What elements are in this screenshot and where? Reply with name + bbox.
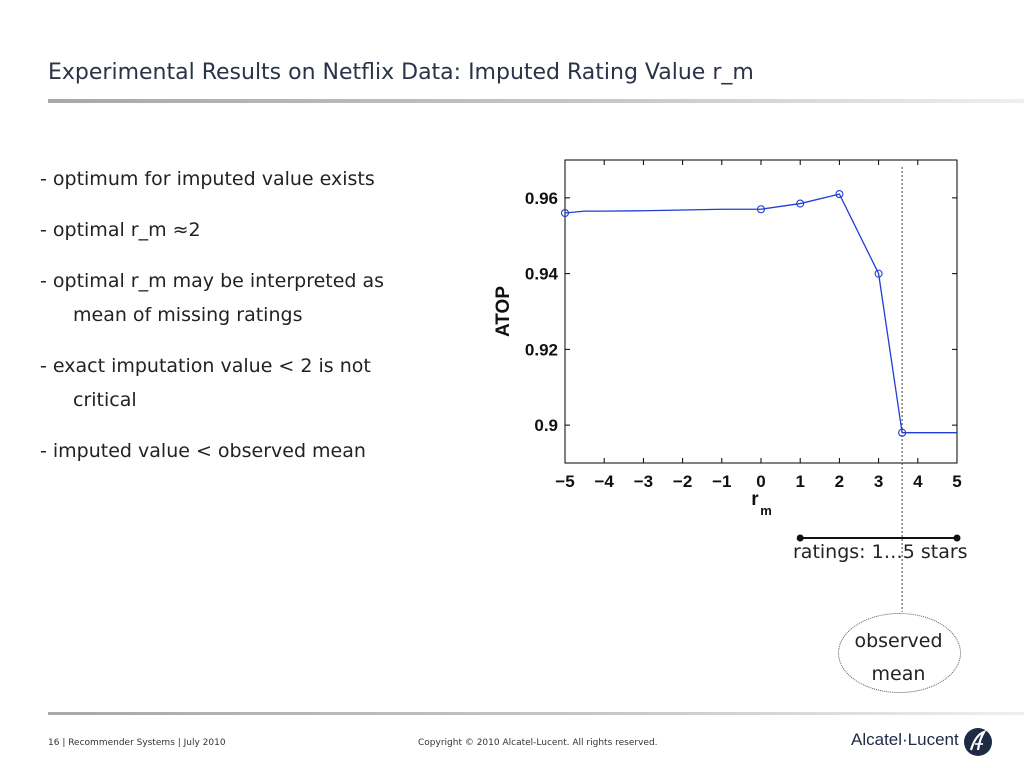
observed-mean-ellipse xyxy=(838,613,961,693)
bullet-item: - exact imputation value < 2 is not crit… xyxy=(40,349,460,417)
data-point xyxy=(874,269,883,278)
ratings-range-end xyxy=(953,534,961,542)
bullet-text: - optimum for imputed value exists xyxy=(40,168,375,190)
y-axis-label: ATOP xyxy=(493,286,514,337)
bullet-list: - optimum for imputed value exists - opt… xyxy=(40,162,460,485)
x-axis-label-subscript: m xyxy=(760,503,772,518)
footer-page-info: 16 | Recommender Systems | July 2010 xyxy=(48,738,226,748)
y-tick-label: 0.92 xyxy=(525,340,558,359)
x-tick-label: −3 xyxy=(634,472,653,491)
bullet-item: - optimal r_m may be interpreted as mean… xyxy=(40,264,460,332)
x-tick-label: −4 xyxy=(595,472,615,491)
x-tick-label: −5 xyxy=(555,472,574,491)
title-divider xyxy=(48,99,1024,103)
data-point xyxy=(796,199,805,208)
bullet-text: - optimal r_m may be interpreted as xyxy=(40,270,385,292)
observed-mean-line1: observed xyxy=(854,630,943,652)
x-tick-label: −2 xyxy=(673,472,692,491)
bullet-item: - optimum for imputed value exists xyxy=(40,162,460,196)
bullet-item: - optimal r_m ≈2 xyxy=(40,213,460,247)
data-point xyxy=(835,190,844,199)
data-point xyxy=(756,205,766,214)
data-point xyxy=(560,208,570,218)
bullet-text: - exact imputation value < 2 is not xyxy=(40,355,371,377)
bullet-item: - imputed value < observed mean xyxy=(40,434,460,468)
y-tick-label: 0.96 xyxy=(525,189,558,208)
footer-divider xyxy=(48,712,1024,715)
ratings-range-start xyxy=(796,534,804,542)
x-tick-label: 0 xyxy=(756,472,765,491)
series-line xyxy=(564,193,957,434)
x-tick-label: 4 xyxy=(913,472,923,491)
ratings-range-label: ratings: 1…5 stars xyxy=(793,541,968,563)
x-tick-label: 5 xyxy=(952,472,961,491)
y-tick-label: 0.9 xyxy=(534,416,558,435)
x-tick-label: 1 xyxy=(795,472,804,491)
observed-mean-label: observed mean xyxy=(838,625,959,691)
bullet-continuation: critical xyxy=(73,389,137,411)
x-tick-label: 3 xyxy=(874,472,883,491)
x-tick-label: −1 xyxy=(712,472,731,491)
company-logo-icon xyxy=(964,728,992,756)
x-axis-label: r xyxy=(751,489,759,510)
bullet-continuation: mean of missing ratings xyxy=(73,304,303,326)
x-tick-label: 2 xyxy=(835,472,844,491)
observed-mean-line2: mean xyxy=(871,663,926,685)
bullet-text: - optimal r_m ≈2 xyxy=(40,219,201,241)
y-tick-label: 0.94 xyxy=(525,265,559,284)
company-logo-text: Alcatel·Lucent xyxy=(851,730,959,749)
slide-title: Experimental Results on Netflix Data: Im… xyxy=(48,60,754,85)
bullet-text: - imputed value < observed mean xyxy=(40,440,366,462)
footer-copyright: Copyright © 2010 Alcatel-Lucent. All rig… xyxy=(418,738,658,748)
